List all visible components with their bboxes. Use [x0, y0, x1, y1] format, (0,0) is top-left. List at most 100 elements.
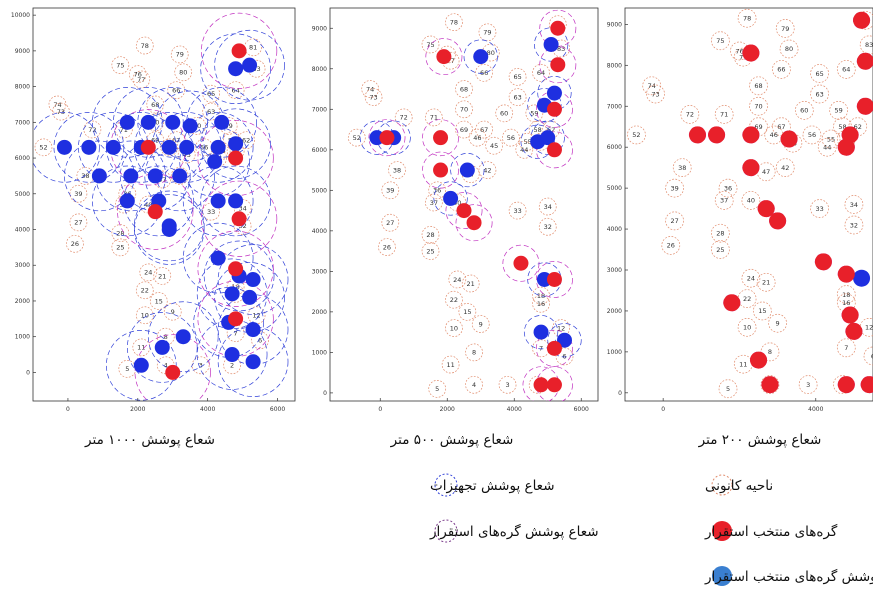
node-label: 26: [383, 243, 391, 251]
equipment-coverage-ring: [547, 323, 582, 358]
covered-node: [56, 139, 72, 155]
node-label: 59: [530, 110, 538, 118]
selected-node: [550, 20, 566, 36]
candidate-area-ring: [711, 240, 730, 259]
selected-coverage-ring: [422, 119, 459, 157]
node-label: 36: [724, 184, 732, 192]
candidate-area-ring: [680, 105, 700, 124]
selected-node: [780, 130, 798, 148]
selected-coverage-ring: [134, 334, 211, 401]
covered-node: [540, 130, 556, 146]
node-label: 24: [144, 269, 152, 277]
node-label: 52: [39, 144, 47, 152]
selected-node: [513, 255, 529, 271]
candidate-area-ring: [468, 128, 487, 147]
node-label: 73: [369, 93, 377, 101]
candidate-area-ring: [798, 375, 818, 394]
equipment-coverage-ring: [533, 27, 569, 62]
covered-node: [546, 85, 562, 101]
candidate-area-ring: [714, 191, 734, 210]
candidate-area-ring: [202, 102, 221, 121]
selected-node: [546, 377, 562, 393]
candidate-area-ring: [421, 226, 440, 244]
candidate-area-ring: [445, 319, 463, 337]
node-label: 64: [842, 66, 850, 74]
covered-node: [123, 168, 139, 184]
candidate-area-ring: [381, 213, 400, 232]
candidate-area-ring: [844, 195, 864, 214]
node-label: 25: [116, 244, 124, 252]
legend-label-covered: گره‌های انتخاب‌نشده تحت پوشش گره‌های منت…: [704, 568, 873, 585]
node-label: 21: [467, 280, 475, 288]
candidate-area-ring: [714, 105, 734, 124]
node-label: 9: [776, 320, 780, 328]
equipment-coverage-ring: [133, 190, 205, 262]
node-label: 5: [726, 385, 730, 393]
node-label: 77: [446, 57, 454, 65]
x-tick-label: 4000: [200, 406, 215, 413]
node-label: 12: [865, 324, 873, 332]
node-label: 75: [426, 41, 434, 49]
covered-node: [459, 162, 475, 178]
y-tick-label: 4000: [15, 227, 30, 234]
node-label: 70: [460, 106, 468, 114]
node-label: 44: [520, 146, 528, 154]
node-label: 64: [537, 69, 545, 77]
node-label: 40: [747, 197, 755, 205]
candidate-area-ring: [52, 102, 70, 121]
candidate-area-ring: [394, 108, 413, 127]
covered-node: [175, 329, 191, 345]
candidate-area-ring: [508, 201, 527, 220]
legend-swatch-equipment: [434, 473, 458, 497]
covered-node: [165, 114, 181, 130]
node-label: 78: [743, 15, 751, 23]
y-tick-label: 0: [618, 390, 622, 397]
candidate-area-ring: [711, 31, 730, 51]
y-tick-label: 6000: [15, 155, 30, 162]
node-label: 26: [667, 242, 675, 250]
candidate-area-ring: [779, 39, 799, 59]
node-label: 42: [781, 164, 789, 172]
node-label: 26: [71, 240, 79, 248]
node-label: 6: [258, 337, 262, 345]
node-label: 38: [81, 172, 89, 180]
node-label: 12: [252, 312, 260, 320]
node-label: 76: [735, 47, 743, 55]
x-tick-label: 2000: [440, 406, 455, 413]
selected-node: [723, 294, 741, 312]
candidate-area-ring: [160, 138, 179, 157]
covered-node: [224, 347, 240, 363]
candidate-area-ring: [153, 267, 172, 285]
node-label: 18: [537, 292, 545, 300]
equipment-coverage-ring: [196, 258, 268, 330]
node-label: 40: [144, 201, 152, 209]
node-label: 68: [460, 85, 468, 93]
node-label: 37: [430, 199, 438, 207]
equipment-coverage-ring: [182, 112, 254, 183]
candidate-area-ring: [478, 161, 497, 179]
y-tick-label: 9000: [312, 25, 327, 32]
candidate-area-ring: [128, 65, 147, 83]
equipment-coverage-ring: [203, 240, 275, 312]
candidate-area-ring: [661, 236, 681, 255]
node-label: 11: [137, 344, 145, 352]
candidate-area-ring: [665, 211, 684, 231]
legend-label-equipment: شعاع پوشش تجهیزات: [430, 478, 555, 494]
candidate-area-ring: [361, 80, 380, 98]
selected-coverage-ring: [536, 131, 573, 169]
node-label: 67: [777, 123, 785, 131]
selected-node: [546, 340, 562, 356]
node-label: 66: [172, 86, 180, 94]
candidate-area-ring: [508, 88, 527, 106]
y-tick-label: 6000: [607, 144, 622, 151]
candidate-area-ring: [66, 234, 84, 253]
covered-node: [473, 49, 489, 65]
node-label: 4: [472, 381, 476, 389]
node-label: 38: [393, 166, 401, 174]
equipment-coverage-ring: [433, 181, 468, 216]
node-label: 27: [386, 219, 394, 227]
node-label: 24: [747, 274, 755, 282]
selected-node: [140, 139, 156, 155]
covered-node: [210, 139, 226, 155]
equipment-coverage-ring: [530, 120, 565, 155]
